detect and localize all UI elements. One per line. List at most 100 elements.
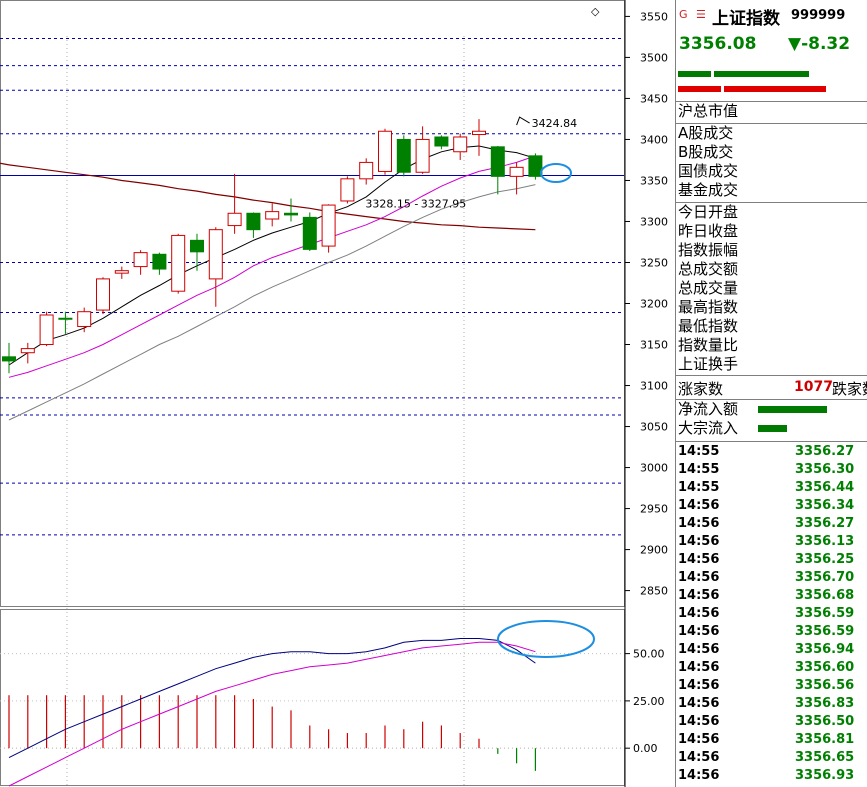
- ma-fast-line: [8, 145, 536, 366]
- candle-body: [227, 212, 242, 227]
- index-code: 999999: [791, 8, 846, 23]
- candle-body: [359, 161, 374, 180]
- ma-slow-line: [8, 184, 536, 421]
- highlight-circle-price: [540, 163, 572, 183]
- candle-body: [396, 138, 411, 173]
- buy-bar-2: [714, 71, 809, 77]
- tick-row: 14:56 3356.81: [676, 732, 867, 750]
- candle-body: [2, 356, 16, 362]
- tick-time: 14:55: [678, 444, 720, 459]
- guide-lines: [0, 38, 624, 536]
- ma-line: [8, 145, 536, 366]
- candle-body: [208, 229, 223, 280]
- advance-decline-row: 涨家数 1077 跌家数: [676, 378, 867, 398]
- tick-time: 14:56: [678, 588, 720, 603]
- rise-label: 涨家数: [678, 380, 724, 398]
- tick-time: 14:56: [678, 696, 720, 711]
- tick-row: 14:55 3356.30: [676, 462, 867, 480]
- candle-body: [114, 270, 129, 274]
- price-row: 3356.08 ▼-8.32: [676, 32, 867, 56]
- candle-body: [434, 136, 449, 147]
- stat-label: 最低指数: [678, 317, 739, 335]
- candle-body: [378, 130, 392, 172]
- diamond-icon[interactable]: ◇: [591, 5, 600, 18]
- y-tick-label: 0.00: [633, 742, 658, 755]
- candle-body: [246, 212, 261, 231]
- tick-value: 3356.59: [795, 606, 855, 621]
- stat-label: A股成交: [678, 124, 734, 142]
- y-tick-label: 3100: [640, 380, 668, 393]
- tick-row: 14:56 3356.56: [676, 678, 867, 696]
- tick-value: 3356.83: [795, 696, 855, 711]
- macd-pane: 0.00 25.00 50.00: [0, 638, 665, 787]
- candle-body: [77, 311, 92, 327]
- y-tick-label: 3500: [640, 51, 668, 64]
- tick-value: 3356.44: [795, 480, 855, 495]
- stat-label: B股成交: [678, 143, 734, 161]
- menu-icon[interactable]: ☰: [696, 8, 706, 21]
- candle-body: [453, 136, 468, 153]
- tick-time: 14:56: [678, 732, 720, 747]
- stat-label: 上证换手: [678, 355, 739, 373]
- tick-time: 14:56: [678, 642, 720, 657]
- tick-row: 14:55 3356.27: [676, 444, 867, 462]
- fall-label: 跌家数: [832, 380, 867, 398]
- y-tick-label: 3300: [640, 215, 668, 228]
- tick-value: 3356.27: [795, 516, 855, 531]
- candle-body: [171, 234, 186, 292]
- highlight-circle-macd: [497, 620, 595, 658]
- tick-row: 14:55 3356.44: [676, 480, 867, 498]
- tick-row: 14:56 3356.83: [676, 696, 867, 714]
- candle-body: [302, 216, 317, 250]
- tick-value: 3356.56: [795, 678, 855, 693]
- price-pane-frame: [0, 0, 625, 607]
- ma-line: [8, 184, 536, 421]
- stat-label: 总成交额: [678, 260, 739, 278]
- stat-label: 指数量比: [678, 336, 739, 354]
- tick-row: 14:56 3356.59: [676, 606, 867, 624]
- tick-time: 14:56: [678, 714, 720, 729]
- tick-time: 14:56: [678, 570, 720, 585]
- annotation-label: 3327.95: [421, 198, 467, 211]
- tick-row: 14:56 3356.27: [676, 516, 867, 534]
- stat-label: 国债成交: [678, 162, 739, 180]
- candle-body: [509, 166, 524, 177]
- price-change: ▼-8.32: [788, 34, 851, 54]
- tick-value: 3356.13: [795, 534, 855, 549]
- tick-row: 14:56 3356.13: [676, 534, 867, 552]
- tick-time: 14:56: [678, 624, 720, 639]
- y-tick-label: 2850: [640, 585, 668, 598]
- y-tick-label: 3050: [640, 421, 668, 434]
- fall-count: 1077: [794, 379, 833, 395]
- y-tick-label: 3350: [640, 174, 668, 187]
- tick-value: 3356.30: [795, 462, 855, 477]
- annotations: 3424.84 3328.15 -3327.95: [365, 116, 577, 211]
- candle-body: [321, 204, 336, 247]
- tick-value: 3356.27: [795, 444, 855, 459]
- candle-body: [152, 253, 167, 270]
- g-mark[interactable]: G: [679, 8, 688, 21]
- ma-line: [8, 164, 536, 231]
- tick-value: 3356.50: [795, 714, 855, 729]
- tick-time: 14:56: [678, 534, 720, 549]
- stat-label: 指数振幅: [678, 241, 739, 259]
- tick-time: 14:56: [678, 552, 720, 567]
- y-tick-label: 3550: [640, 10, 668, 23]
- candle-body: [96, 278, 110, 311]
- stat-label: 今日开盘: [678, 203, 739, 221]
- sell-bar-1: [678, 86, 721, 92]
- stat-label: 基金成交: [678, 181, 739, 199]
- tick-time: 14:56: [678, 498, 720, 513]
- tick-row: 14:56 3356.94: [676, 642, 867, 660]
- y-tick-label: 3000: [640, 462, 668, 475]
- ma-long-line: [0, 162, 536, 231]
- tick-value: 3356.65: [795, 750, 855, 765]
- candle-body: [265, 211, 280, 220]
- sell-bar-2: [724, 86, 826, 92]
- candle-body: [415, 138, 430, 173]
- tick-time: 14:56: [678, 606, 720, 621]
- candle-body: [490, 146, 505, 177]
- tick-value: 3356.60: [795, 660, 855, 675]
- tick-time: 14:56: [678, 678, 720, 693]
- y-tick-label: 2900: [640, 544, 668, 557]
